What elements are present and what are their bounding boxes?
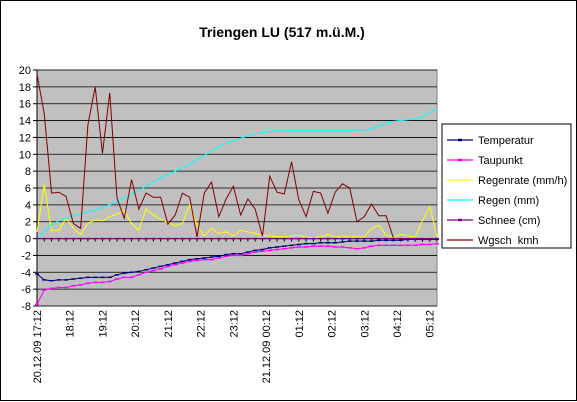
y-tick-label: -6 — [21, 284, 31, 296]
legend-label: Taupunkt — [478, 155, 523, 167]
x-tick-label: 03:12 — [359, 310, 371, 338]
y-tick-label: 0 — [25, 234, 31, 246]
y-tick-label: -2 — [21, 250, 31, 262]
y-tick-label: 10 — [19, 149, 31, 161]
legend: Temperatur Taupunkt Regenrate (mm/h) Regen … — [447, 135, 567, 247]
legend-label: Regen (mm) — [478, 195, 539, 207]
x-tick-label: 20.12.09 17:12 — [32, 310, 44, 383]
legend-label: Wgsch kmh — [478, 235, 539, 247]
x-tick-label: 18:12 — [65, 310, 77, 338]
y-tick-label: 2 — [25, 217, 31, 229]
series-line — [36, 109, 438, 239]
axes: -8 -6 -4 -2 0 2 4 6 8 10 12 14 16 18 20 20.12.09 17:12 1… — [19, 65, 438, 383]
y-tick-label: 18 — [19, 82, 31, 94]
series-line — [36, 74, 394, 238]
y-tick-label: 20 — [19, 65, 31, 77]
x-tick-label: 23:12 — [228, 310, 240, 338]
chart-title: Triengen LU (517 m.ü.M.) — [199, 24, 365, 40]
x-tick-label: 22:12 — [196, 310, 208, 338]
legend-box — [441, 123, 572, 249]
legend-label: Regenrate (mm/h) — [478, 175, 567, 187]
legend-label: Schnee (cm) — [478, 215, 540, 227]
y-tick-label: 14 — [19, 116, 31, 128]
y-tick-label: 8 — [25, 166, 31, 178]
x-tick-label: 21:12 — [163, 310, 175, 338]
legend-label: Temperatur — [478, 135, 534, 147]
x-tick-label: 19:12 — [97, 310, 109, 338]
y-tick-label: 4 — [25, 200, 31, 212]
y-tick-label: 12 — [19, 132, 31, 144]
y-tick-label: 6 — [25, 183, 31, 195]
y-tick-label: 16 — [19, 99, 31, 111]
x-tick-label: 05:12 — [425, 310, 437, 338]
series-line — [36, 184, 438, 239]
gridlines — [37, 69, 437, 307]
y-tick-label: -8 — [21, 301, 31, 313]
y-tick-label: -4 — [21, 267, 31, 279]
x-tick-label: 01:12 — [294, 310, 306, 338]
series-lines — [35, 74, 439, 306]
x-tick-label: 04:12 — [392, 310, 404, 338]
x-tick-label: 02:12 — [327, 310, 339, 338]
x-tick-label: 20:12 — [130, 310, 142, 338]
x-tick-label: 21.12.09 00:12 — [261, 310, 273, 383]
